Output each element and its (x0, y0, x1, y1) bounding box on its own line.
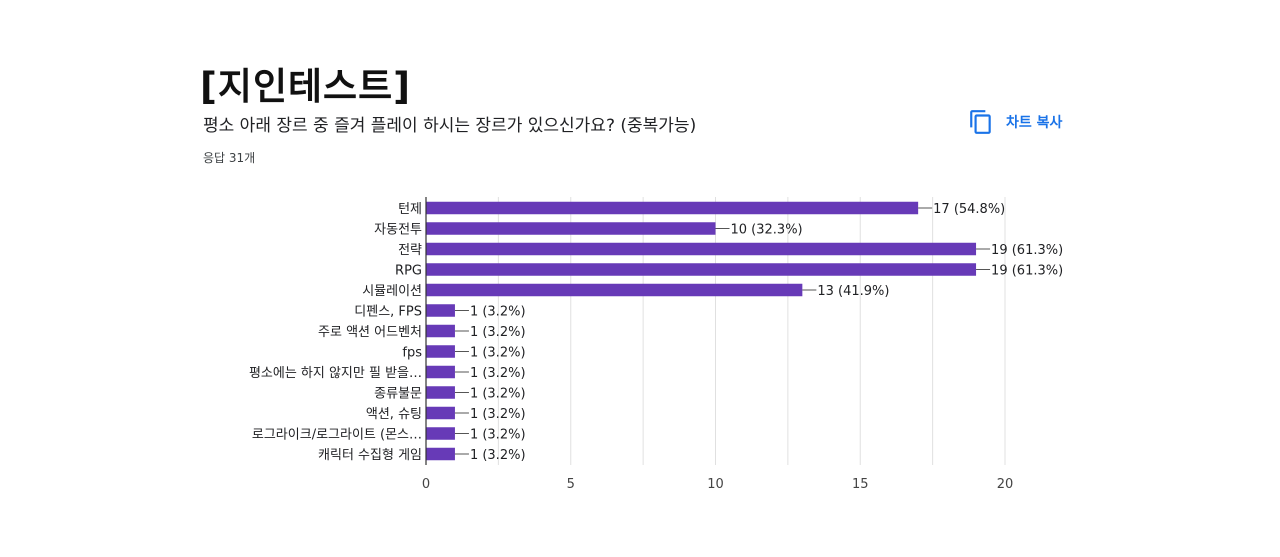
bar (426, 406, 455, 420)
x-tick-label: 5 (567, 477, 575, 492)
bar (426, 386, 455, 399)
data-label: 1 (3.2%) (470, 305, 526, 320)
category-label: 디펜스, FPS (354, 305, 422, 320)
response-count: 응답 31개 (203, 151, 256, 165)
category-label: 평소에는 하지 않지만 필 받을… (249, 366, 422, 381)
data-label: 1 (3.2%) (470, 325, 526, 340)
page-title: [지인테스트] (200, 65, 412, 108)
question-text: 평소 아래 장르 중 즐겨 플레이 하시는 장르가 있으신가요? (중복가능) (203, 116, 697, 136)
copy-icon (970, 110, 991, 134)
bar (426, 447, 455, 461)
category-label: 로그라이크/로그라이트 (몬스… (252, 428, 422, 443)
x-tick-label: 10 (707, 477, 724, 492)
data-label: 19 (61.3%) (991, 243, 1063, 258)
x-tick-label: 15 (852, 477, 869, 492)
bar (426, 427, 455, 440)
bar (426, 365, 455, 379)
data-label: 19 (61.3%) (991, 264, 1063, 279)
bar (426, 222, 716, 235)
copy-chart-label: 차트 복사 (1006, 115, 1063, 131)
category-label: 액션, 슈팅 (366, 407, 422, 422)
bar (426, 263, 977, 276)
category-label: 턴제 (398, 202, 422, 217)
bar (426, 242, 977, 256)
data-label: 10 (32.3%) (731, 223, 803, 238)
data-label: 1 (3.2%) (470, 407, 526, 422)
category-label: 시뮬레이션 (362, 284, 422, 299)
category-label: 자동전투 (374, 223, 422, 238)
category-label: fps (402, 346, 422, 361)
bar (426, 304, 455, 317)
bar (426, 201, 919, 215)
bar (426, 345, 455, 358)
data-label: 1 (3.2%) (470, 387, 526, 402)
bar (426, 283, 803, 297)
category-label: RPG (395, 264, 422, 279)
data-label: 1 (3.2%) (470, 448, 526, 463)
category-label: 전략 (398, 243, 422, 258)
category-label: 캐릭터 수집형 게임 (318, 448, 422, 463)
x-tick-label: 0 (422, 477, 430, 492)
data-label: 17 (54.8%) (933, 202, 1005, 217)
data-label: 1 (3.2%) (470, 366, 526, 381)
category-label: 주로 액션 어드벤처 (318, 325, 422, 340)
category-label: 종류불문 (374, 387, 422, 402)
x-tick-label: 20 (997, 477, 1014, 492)
copy-chart-button[interactable]: 차트 복사 (968, 106, 1062, 138)
data-label: 13 (41.9%) (817, 284, 889, 299)
data-label: 1 (3.2%) (470, 346, 526, 361)
bar (426, 324, 455, 338)
data-label: 1 (3.2%) (470, 428, 526, 443)
